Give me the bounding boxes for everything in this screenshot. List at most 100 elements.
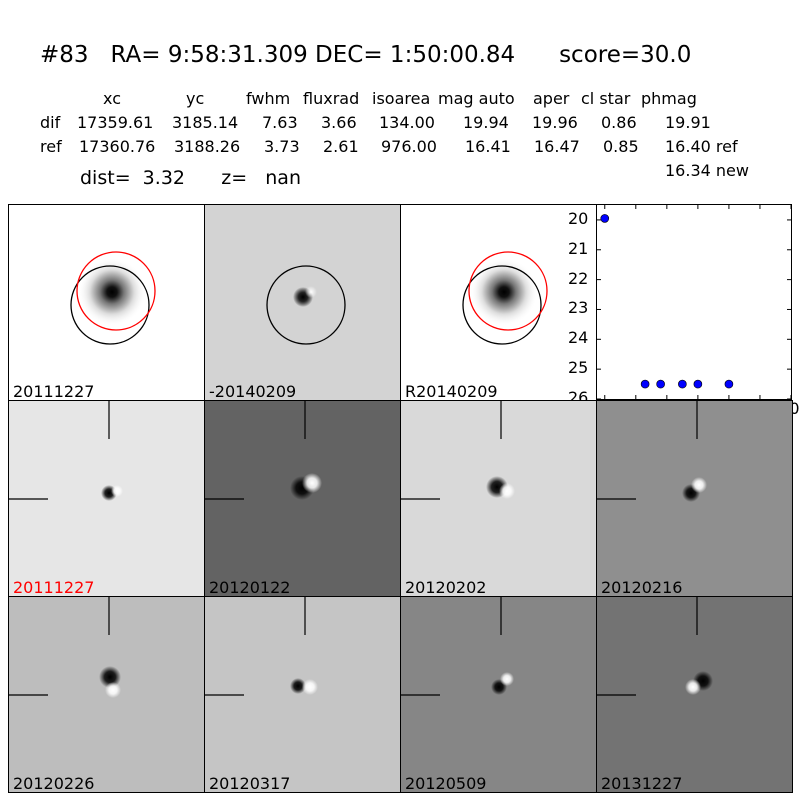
header-fluxrad: fluxrad (303, 89, 360, 108)
diff-image-panel: -20140209 (204, 204, 401, 401)
epoch-stamp-svg (9, 597, 121, 698)
dif-fwhm: 7.63 (262, 113, 298, 132)
ref-phmag: 16.40 ref (665, 137, 738, 156)
header-fwhm: fwhm (246, 89, 291, 108)
new-ref-image-svg (462, 251, 548, 345)
header-yc: yc (186, 89, 205, 108)
ref-xc: 17360.76 (79, 137, 156, 156)
ref-image-svg (70, 251, 156, 345)
row-label-dif: dif (40, 113, 61, 132)
header-phmag: phmag (641, 89, 697, 108)
residual-lobe (499, 483, 515, 499)
epoch-stamp-svg (597, 597, 713, 696)
epoch-stamp: 20120226 (8, 596, 205, 793)
epoch-stamp: 20120122 (204, 400, 401, 597)
epoch-stamp-svg (401, 401, 515, 500)
y-tick-label: 20 (568, 208, 589, 228)
y-tick-label: 24 (568, 328, 589, 348)
epoch-stamp: 20120216 (596, 400, 793, 597)
epoch-stamp: 20120202 (400, 400, 597, 597)
dif-mag-auto: 19.94 (463, 113, 509, 132)
ref-mag-auto: 16.41 (465, 137, 511, 156)
residual-lobe (302, 473, 322, 493)
positive-lobe (305, 286, 317, 298)
header-isoarea: isoarea (372, 89, 431, 108)
ref-aper: 16.47 (534, 137, 580, 156)
ref-isoarea: 976.00 (381, 137, 437, 156)
dif-fluxrad: 3.66 (321, 113, 357, 132)
z-label: z= nan (221, 167, 301, 189)
header-xc: xc (103, 89, 121, 108)
epoch-stamp-svg (205, 401, 322, 500)
epoch-stamp: 20120317 (204, 596, 401, 793)
dif-cl-star: 0.86 (601, 113, 637, 132)
epoch-stamp-label: 20120202 (405, 578, 487, 597)
light-curve-point (693, 379, 703, 389)
candidate-id: #83 (40, 42, 89, 68)
epoch-stamp-label: 20111227 (13, 578, 95, 597)
residual-lobe (685, 679, 701, 695)
residual-lobe (111, 485, 123, 497)
residual-lobe (302, 679, 318, 695)
light-curve-point (724, 379, 734, 389)
y-tick-label: 23 (568, 298, 589, 318)
epoch-stamp: 20120509 (400, 596, 597, 793)
residual-lobe (290, 678, 306, 694)
epoch-stamp-label: 20120317 (209, 774, 291, 793)
dif-aper: 19.96 (532, 113, 578, 132)
dist-label: dist= 3.32 (80, 167, 185, 189)
ref-fluxrad: 2.61 (323, 137, 359, 156)
epoch-stamp: 20111227 (8, 400, 205, 597)
ref-image-panel: 20111227 (8, 204, 205, 401)
epoch-stamp-label: 20120226 (13, 774, 95, 793)
epoch-stamp-svg (205, 597, 318, 696)
light-curve-svg (597, 205, 792, 400)
score-label: score=30.0 (559, 42, 692, 68)
epoch-stamp-svg (401, 597, 514, 696)
source-blob (78, 258, 146, 326)
ref-fwhm: 3.73 (264, 137, 300, 156)
red-aperture-circle (468, 251, 548, 331)
epoch-stamp-svg (9, 401, 123, 501)
epoch-stamp-svg (597, 401, 707, 502)
row-label-ref: ref (40, 137, 62, 156)
light-curve-point (600, 214, 610, 223)
light-curve-point (656, 379, 665, 389)
dist-z-line: dist= 3.32 z= nan (80, 167, 301, 189)
dif-isoarea: 134.00 (379, 113, 435, 132)
dif-yc: 3185.14 (172, 113, 239, 132)
black-aperture-circle (266, 265, 346, 345)
light-curve-plot (596, 204, 792, 400)
epoch-stamp-label: 20120122 (209, 578, 291, 597)
y-tick-label: 22 (568, 268, 589, 288)
black-aperture-circle (462, 265, 542, 345)
source-blob (470, 258, 538, 326)
epoch-stamp-label: 20131227 (601, 774, 683, 793)
residual-lobe (105, 682, 121, 698)
header-aper: aper (533, 89, 570, 108)
dif-phmag: 19.91 (665, 113, 711, 132)
ref-cl-star: 0.85 (603, 137, 639, 156)
y-tick-label: 25 (568, 358, 589, 378)
ref-yc: 3188.26 (174, 137, 241, 156)
header-mag-auto: mag auto (438, 89, 515, 108)
diff-image-label: -20140209 (209, 382, 297, 401)
diff-image-svg (266, 265, 346, 345)
ref-image-label: 20111227 (13, 382, 95, 401)
light-curve-point (640, 379, 650, 389)
new-ref-image-label: R20140209 (405, 382, 498, 401)
y-tick-label: 21 (568, 238, 589, 258)
black-aperture-circle (70, 265, 150, 345)
red-aperture-circle (76, 251, 156, 331)
residual-lobe (500, 672, 514, 686)
epoch-stamp: 20131227 (596, 596, 793, 793)
header-cl-star: cl star (581, 89, 631, 108)
phmag-new: 16.34 new (665, 161, 749, 180)
residual-lobe (691, 477, 707, 493)
epoch-stamp-label: 20120509 (405, 774, 487, 793)
epoch-stamp-label: 20120216 (601, 578, 683, 597)
light-curve-point (678, 379, 687, 389)
ra-label: RA= 9:58:31.309 (110, 42, 308, 68)
dif-xc: 17359.61 (77, 113, 154, 132)
candidate-title: #83 RA= 9:58:31.309 DEC= 1:50:00.84 scor… (40, 42, 691, 68)
